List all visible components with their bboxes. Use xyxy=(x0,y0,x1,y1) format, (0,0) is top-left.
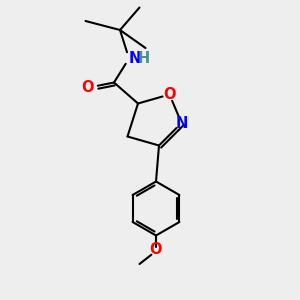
Text: N: N xyxy=(175,116,188,130)
Text: O: O xyxy=(150,242,162,257)
Text: O: O xyxy=(82,80,94,94)
Text: N: N xyxy=(128,51,141,66)
Text: H: H xyxy=(138,51,150,66)
Text: O: O xyxy=(163,87,176,102)
